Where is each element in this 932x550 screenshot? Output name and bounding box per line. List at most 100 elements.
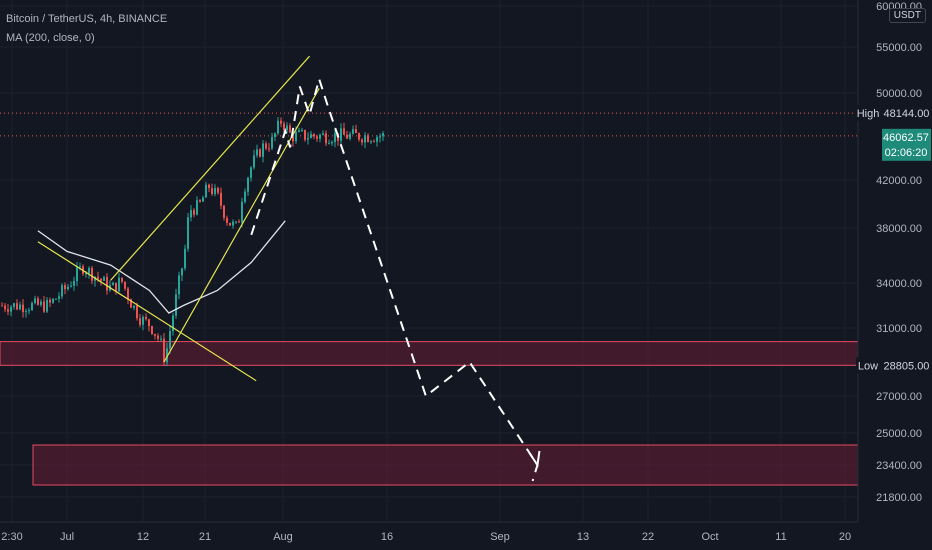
indicator-title[interactable]: MA (200, close, 0) — [6, 32, 95, 44]
time-tick-label: Aug — [273, 531, 293, 543]
candle-body — [19, 304, 21, 310]
candle-body — [124, 281, 126, 289]
moving-average-line — [37, 220, 286, 314]
high-value-label: 48144.00 — [884, 108, 930, 120]
candle-body — [346, 134, 348, 139]
time-tick-label: Oct — [701, 531, 718, 543]
candle-body — [262, 143, 264, 157]
currency-badge[interactable]: USDT — [888, 8, 926, 23]
time-axis[interactable]: 2:30 Jul 12 21 Aug 16 Sep 13 22 Oct 11 20 — [0, 521, 932, 550]
candle-body — [268, 148, 270, 150]
projection-arrowhead — [528, 450, 541, 468]
candle-body — [10, 306, 12, 312]
candle-body — [271, 136, 273, 149]
candle-body — [31, 302, 33, 311]
candle-body — [79, 266, 81, 268]
candle-body — [382, 133, 384, 137]
candle-body — [211, 188, 213, 195]
time-tick-label: 13 — [577, 531, 589, 543]
low-title-label: Low — [858, 360, 878, 372]
candle-body — [376, 137, 378, 142]
time-tick-label: Sep — [490, 531, 510, 543]
low-value-label-bg — [881, 357, 932, 374]
candle-body — [310, 134, 312, 139]
candle-body — [355, 129, 357, 134]
candle-body — [151, 326, 153, 334]
time-tick-label: 2:30 — [1, 531, 22, 543]
candle-body — [49, 299, 51, 303]
candle-body — [358, 133, 360, 140]
candle-body — [319, 134, 321, 139]
candle-body — [367, 135, 369, 142]
candle-body — [106, 277, 108, 291]
candle-body — [232, 221, 234, 226]
candle-body — [154, 333, 156, 336]
candle-body — [286, 125, 288, 131]
candle-body — [184, 248, 186, 269]
candle-body — [145, 317, 147, 320]
candle-body — [1, 305, 3, 307]
candle-body — [37, 298, 39, 305]
candle-body — [133, 305, 135, 308]
candle-body — [196, 200, 198, 215]
candle-body — [157, 335, 159, 339]
candle-body — [178, 275, 180, 295]
candle-body — [226, 217, 228, 223]
trendline-channel-lower — [163, 88, 320, 363]
candle-body — [127, 288, 129, 300]
candle-body — [118, 277, 120, 292]
candle-body — [349, 133, 351, 139]
candle-body — [190, 210, 192, 218]
candle-body — [169, 331, 171, 349]
candle-body — [208, 184, 210, 189]
candle-body — [73, 281, 75, 286]
price-tick-label: 23400.00 — [876, 460, 922, 472]
candle-body — [289, 125, 291, 133]
candle-body — [136, 305, 138, 319]
projection-path — [250, 75, 539, 482]
candle-body — [340, 128, 342, 141]
high-title-label-bg — [856, 105, 880, 122]
candle-body — [103, 277, 105, 281]
price-tick-label: 25000.00 — [876, 428, 922, 440]
price-axis[interactable]: 60000.0055000.0050000.0042000.0038000.00… — [857, 0, 932, 547]
time-tick-label: 22 — [642, 531, 654, 543]
price-tick-label: 31000.00 — [876, 323, 922, 335]
overlay-drawings — [37, 55, 541, 482]
candle-body — [316, 136, 318, 139]
candle-body — [328, 143, 330, 145]
candle-body — [241, 201, 243, 223]
candle-body — [64, 285, 66, 290]
candle-body — [283, 123, 285, 131]
candle-body — [46, 299, 48, 312]
candle-body — [172, 315, 174, 332]
low-title-label-bg — [856, 357, 880, 374]
candle-body — [139, 318, 141, 325]
candle-body — [193, 210, 195, 215]
time-tick-label: Jul — [60, 531, 74, 543]
candle-body — [160, 338, 162, 340]
candle-body — [250, 167, 252, 178]
candle-body — [28, 310, 30, 312]
price-tick-label: 34000.00 — [876, 278, 922, 290]
symbol-title[interactable]: Bitcoin / TetherUS, 4h, BINANCE — [6, 13, 168, 25]
price-tick-label: 42000.00 — [876, 175, 922, 187]
last-price-tag — [882, 128, 931, 161]
candle-body — [307, 138, 309, 140]
candle-body — [295, 132, 297, 142]
high-value-label-bg — [881, 105, 932, 122]
candle-body — [313, 134, 315, 137]
candles — [1, 116, 384, 367]
candle-body — [112, 282, 114, 286]
candle-body — [277, 120, 279, 134]
candle-body — [88, 267, 90, 274]
candle-body — [265, 143, 267, 149]
candle-body — [322, 133, 324, 135]
grid — [0, 0, 858, 541]
candle-body — [115, 282, 117, 292]
candle-body — [121, 277, 123, 282]
candle-body — [205, 184, 207, 198]
